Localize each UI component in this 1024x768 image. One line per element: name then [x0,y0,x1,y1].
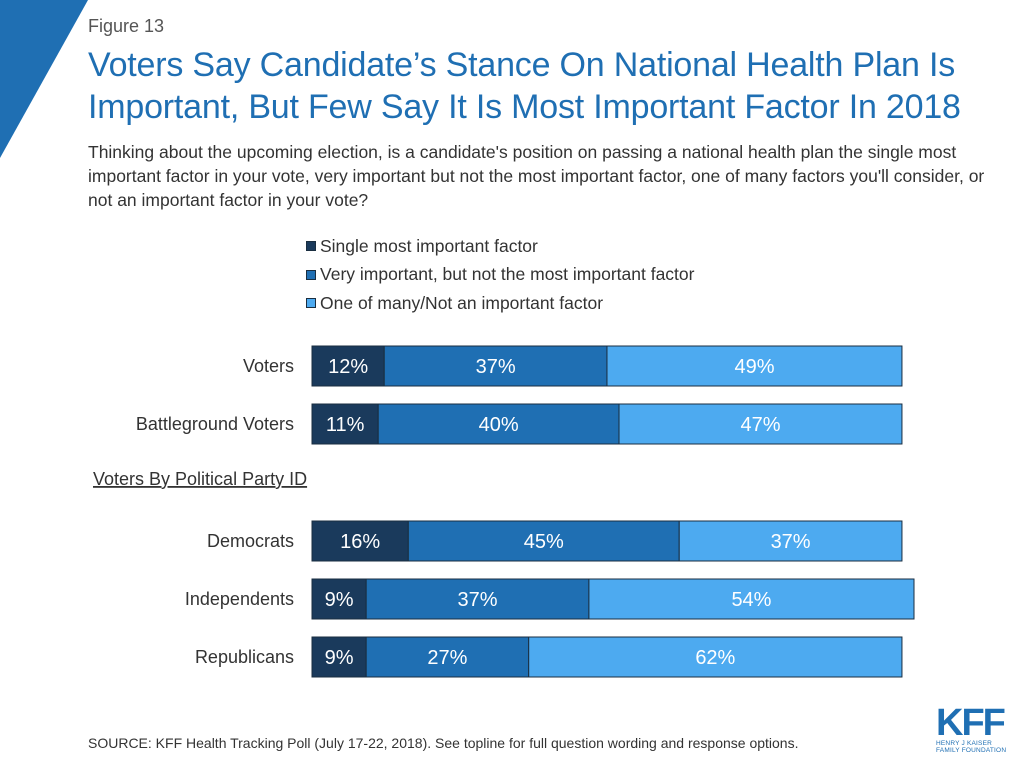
data-label-republicans-one-of-many: 62% [695,647,735,669]
legend-label-one-of-many: One of many/Not an important factor [320,292,604,313]
bar-independents-very-important [365,578,590,620]
data-label-independents-very-important: 37% [458,589,498,611]
bar-republicans-one-of-many [528,636,903,678]
data-label-republicans-single: 9% [325,647,354,669]
bar-republicans-single [311,636,367,678]
data-label-independents-single: 9% [325,589,354,611]
logo-line-1: HENRY J KAISER [936,740,993,747]
data-label-voters-very-important: 37% [476,356,516,378]
legend-swatch-one-of-many [306,298,316,309]
bar-democrats-one-of-many [678,520,903,562]
bar-independents-single [311,578,367,620]
category-label-democrats: Democrats [207,531,294,551]
category-label-voters: Voters [243,356,294,376]
bar-battleground-one-of-many [618,403,903,445]
legend-item-very-important: Very important, but not the most importa… [306,261,694,290]
corner-accent-stripe [0,0,88,158]
data-label-republicans-very-important: 27% [427,647,467,669]
legend-item-one-of-many: One of many/Not an important factor [306,289,694,318]
data-label-voters-one-of-many: 49% [734,356,774,378]
data-label-democrats-single: 16% [340,531,380,553]
legend-label-single: Single most important factor [320,235,538,256]
bar-battleground-single [311,403,379,445]
data-label-voters-single: 12% [328,356,368,378]
kff-logo: KFF HENRY J KAISER FAMILY FOUNDATION [936,702,1010,754]
bar-segments: 12% 37% 49% 11% 40% 47% 16% 45% 37% 9% 37% 54% 9% 27%… [311,345,915,678]
data-label-battleground-very-important: 40% [479,414,519,436]
data-label-battleground-one-of-many: 47% [740,414,780,436]
legend-swatch-single [306,241,316,252]
data-label-democrats-very-important: 45% [524,531,564,553]
bar-independents-one-of-many [588,578,915,620]
chart-subtitle: Thinking about the upcoming election, is… [88,142,985,210]
legend-label-very-important: Very important, but not the most importa… [320,264,695,285]
bar-republicans-very-important [365,636,530,678]
bar-voters-single [311,345,385,387]
data-label-battleground-single: 11% [326,414,365,436]
category-label-republicans: Republicans [195,647,294,667]
figure-label: Figure 13 [88,16,165,36]
bar-democrats-very-important [407,520,680,562]
bar-voters-one-of-many [606,345,903,387]
legend-swatch-very-important [306,269,316,280]
bar-democrats-single [311,520,409,562]
bar-voters-very-important [383,345,608,387]
group-heading-party-id: Voters By Political Party ID [93,469,307,489]
chart-title: Voters Say Candidate’s Stance On Nationa… [88,46,961,126]
data-label-democrats-one-of-many: 37% [771,531,811,553]
source-note: SOURCE: KFF Health Tracking Poll (July 1… [88,735,799,751]
logo-line-2: FAMILY FOUNDATION [936,747,1007,754]
chart-legend: Single most important factor Very import… [306,232,694,318]
category-label-independents: Independents [185,589,294,609]
category-label-battleground: Battleground Voters [136,414,294,434]
data-label-independents-one-of-many: 54% [731,589,771,611]
logo-mark: KFF [936,702,1006,744]
legend-item-single: Single most important factor [306,232,694,261]
